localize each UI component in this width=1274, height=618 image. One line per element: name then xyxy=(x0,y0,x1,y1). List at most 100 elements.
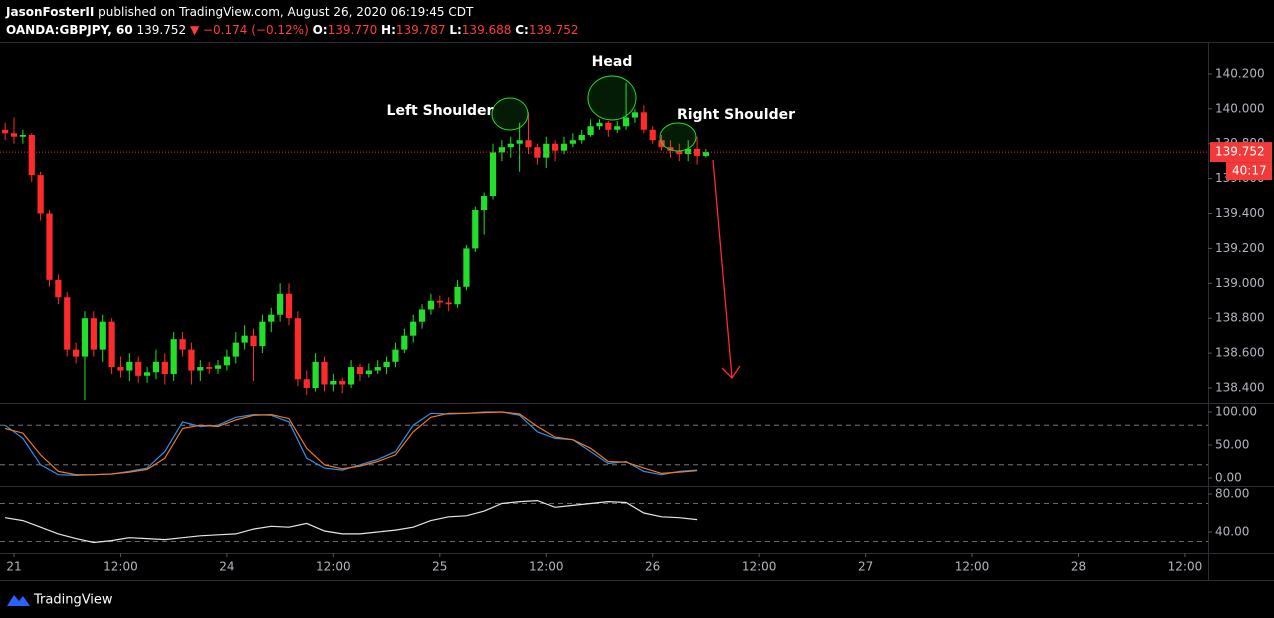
candle-body xyxy=(454,286,461,305)
candle-body xyxy=(294,318,301,380)
publisher: JasonFosterII xyxy=(5,5,94,19)
candle-body xyxy=(472,210,479,249)
candle-body xyxy=(631,112,639,118)
footer-brand: TradingView xyxy=(33,593,113,608)
candle-body xyxy=(569,140,576,144)
annotation: Left Shoulder xyxy=(387,103,494,119)
ohlc-value: 139.787 xyxy=(396,23,446,37)
candle-body xyxy=(268,314,275,322)
candle-body xyxy=(649,129,656,141)
y-tick-label: 139.200 xyxy=(1215,241,1265,255)
candle-body xyxy=(596,122,603,127)
shoulder-ellipse xyxy=(659,122,697,152)
candle-body xyxy=(99,321,106,350)
legend-line: OANDA:GBPJPY, 60 139.752 ▼ −0.174 (−0.12… xyxy=(6,23,578,37)
candle-body xyxy=(693,148,701,156)
candle-body xyxy=(19,134,26,137)
candle-body xyxy=(46,213,53,280)
candle-body xyxy=(188,349,195,371)
candle-body xyxy=(587,126,594,135)
candle-body xyxy=(640,112,647,130)
marks: 138.400 138.600 138.800 139.000 139.200 139.4… xyxy=(0,66,1272,574)
x-tick-label: 28 xyxy=(1071,560,1086,574)
ohlc-value: 139.770 xyxy=(328,23,378,37)
x-tick-label: 25 xyxy=(432,560,447,574)
ohlc-label: H: xyxy=(381,23,396,37)
candle-body xyxy=(241,335,248,343)
candle-body xyxy=(321,361,328,385)
candle-body xyxy=(427,300,435,310)
ohlc-value: 139.688 xyxy=(462,23,512,37)
pattern-markers xyxy=(491,75,697,152)
candle-body xyxy=(560,143,568,151)
y-tick-label: 0.00 xyxy=(1215,471,1242,485)
candle-body xyxy=(330,381,337,385)
candle-body xyxy=(516,140,523,144)
candle-body xyxy=(259,321,266,347)
candle-body xyxy=(543,143,550,158)
candle-body xyxy=(73,349,80,357)
arrow-head xyxy=(721,365,741,380)
candle-body xyxy=(436,300,443,303)
published: published on TradingView.com, August 26,… xyxy=(98,5,474,19)
candle-body xyxy=(312,361,319,388)
shoulder-ellipse xyxy=(491,97,529,131)
x-tick-label: 12:00 xyxy=(529,560,564,574)
x-tick-label: 12:00 xyxy=(955,560,990,574)
y-tick-label: 138.800 xyxy=(1215,311,1265,325)
candle-body xyxy=(356,367,364,375)
candle-body xyxy=(223,356,231,366)
header-line: JasonFosterII published on TradingView.c… xyxy=(5,5,474,19)
candle-body xyxy=(552,143,559,151)
candle-body xyxy=(392,349,399,362)
candle-body xyxy=(339,381,346,385)
candle-body xyxy=(622,117,630,127)
y-tick-label: 139.000 xyxy=(1215,276,1265,290)
y-tick-label: 140.000 xyxy=(1215,101,1265,115)
price-badge-label: 139.752 xyxy=(1215,145,1265,159)
x-tick-label: 21 xyxy=(6,560,21,574)
candle-body xyxy=(702,152,710,156)
y-tick-label: 50.00 xyxy=(1215,437,1249,451)
price: 139.752 xyxy=(137,23,187,37)
symbol: OANDA:GBPJPY, 60 xyxy=(6,23,133,37)
indicator-line xyxy=(5,499,698,544)
ohlc-label: C: xyxy=(515,23,529,37)
candle-body xyxy=(605,122,612,130)
candle-body xyxy=(135,361,142,376)
x-tick-label: 27 xyxy=(858,560,873,574)
ohlc-label: L: xyxy=(449,23,461,37)
candle-body xyxy=(418,309,426,322)
candle-body xyxy=(667,147,674,151)
candle-body xyxy=(383,361,390,368)
candle-body xyxy=(179,339,186,350)
candle-body xyxy=(489,152,497,197)
candle-body xyxy=(410,321,417,336)
candle-body xyxy=(2,129,9,134)
candle-body xyxy=(117,367,124,371)
candle-body xyxy=(64,297,71,350)
countdown-label: 40:17 xyxy=(1232,164,1267,178)
candle-body xyxy=(365,370,372,375)
candle-body xyxy=(206,367,213,369)
y-tick-label: 139.400 xyxy=(1215,206,1265,220)
candle-body xyxy=(401,335,408,350)
candle-body xyxy=(614,126,621,130)
candle-body xyxy=(28,134,35,176)
ohlc-value: 139.752 xyxy=(529,23,579,37)
candle-body xyxy=(463,248,470,287)
candle-body xyxy=(374,367,381,371)
x-tick-label: 12:00 xyxy=(742,560,777,574)
candle-body xyxy=(232,342,239,357)
change: ▼ −0.174 (−0.12%) xyxy=(190,23,309,37)
candle-body xyxy=(347,367,355,385)
candle-body xyxy=(445,302,452,305)
candle-body xyxy=(285,293,293,319)
candle-body xyxy=(578,134,585,141)
candle-body xyxy=(90,318,97,350)
countdown-badge xyxy=(1226,162,1272,181)
x-tick-label: 12:00 xyxy=(103,560,138,574)
candle-body xyxy=(55,279,62,298)
x-tick-label: 26 xyxy=(645,560,660,574)
